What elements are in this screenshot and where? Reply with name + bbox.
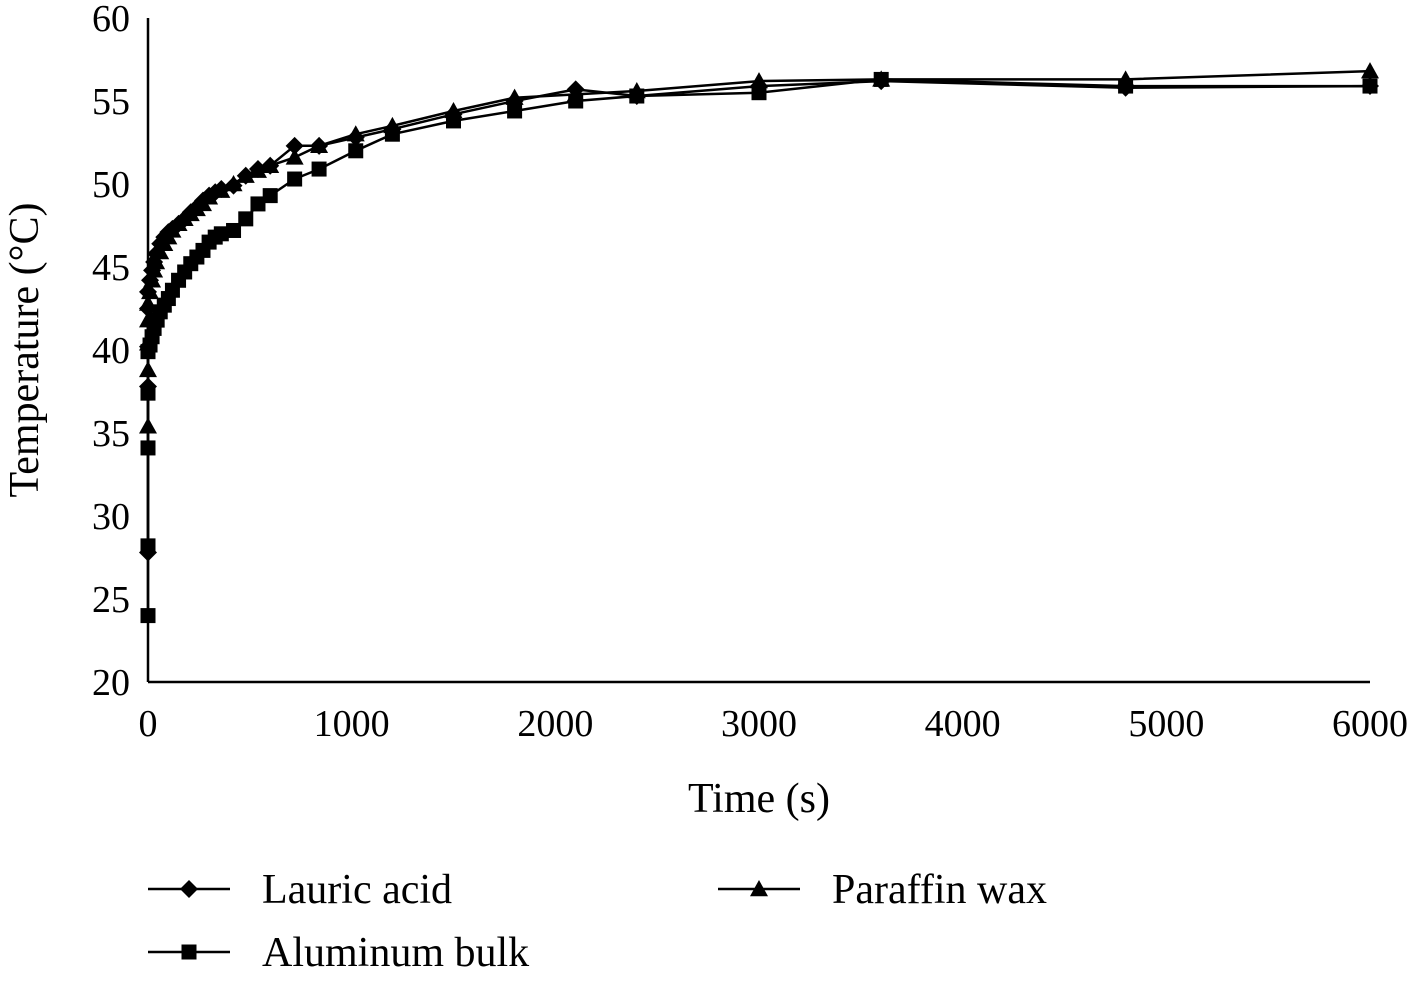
legend-label: Paraffin wax <box>832 867 1047 913</box>
legend-marker-diamond <box>180 880 198 898</box>
y-tick-label: 20 <box>92 662 130 704</box>
data-point-triangle <box>141 282 160 300</box>
data-point-triangle <box>139 360 157 378</box>
series-line <box>146 69 1371 427</box>
data-point-triangle <box>285 148 304 165</box>
legend-item: Lauric acid <box>148 867 452 913</box>
data-point-triangle <box>139 311 157 328</box>
data-point-square <box>140 440 156 456</box>
data-point-triangle <box>139 417 157 434</box>
x-tick-label: 2000 <box>517 703 593 745</box>
data-point-triangle <box>1116 70 1135 87</box>
y-tick-label: 35 <box>92 413 130 455</box>
data-point-triangle <box>872 70 891 87</box>
data-point-square <box>226 222 242 238</box>
data-point-square <box>238 211 254 227</box>
x-tick-label: 4000 <box>925 703 1001 745</box>
x-axis-title: Time (s) <box>688 776 830 822</box>
data-point-square <box>140 538 156 554</box>
data-point-triangle <box>212 181 231 198</box>
data-point-triangle <box>750 72 768 89</box>
legend-item: Paraffin wax <box>718 867 1047 913</box>
data-point-triangle <box>248 161 267 178</box>
data-point-triangle <box>346 125 365 142</box>
series-lauric-acid <box>139 72 1379 562</box>
series-line <box>146 78 1370 616</box>
plot-area <box>139 62 1379 624</box>
data-point-square <box>287 171 303 187</box>
y-tick-label: 30 <box>92 496 130 538</box>
data-point-triangle <box>261 156 280 173</box>
data-point-triangle <box>147 253 166 270</box>
legend-marker-square <box>181 944 197 960</box>
data-point-triangle <box>505 88 524 105</box>
data-point-triangle <box>236 166 255 183</box>
x-tick-label: 0 <box>139 703 158 745</box>
data-point-square <box>213 226 229 242</box>
x-tick-label: 3000 <box>721 703 797 745</box>
data-point-triangle <box>200 188 219 205</box>
y-tick-label: 25 <box>92 579 130 621</box>
y-tick-label: 45 <box>92 247 130 289</box>
legend-marker-triangle <box>750 880 768 897</box>
data-point-triangle <box>627 82 646 99</box>
legend-label: Lauric acid <box>262 867 452 913</box>
x-tick-label: 1000 <box>314 703 390 745</box>
legend: Lauric acid Aluminum bulk Paraffin wax <box>148 867 1047 976</box>
data-point-square <box>751 85 767 101</box>
data-point-square <box>311 161 327 177</box>
data-point-square <box>1362 78 1378 94</box>
data-point-square <box>140 608 156 624</box>
data-point-triangle <box>566 85 585 102</box>
x-tick-label: 5000 <box>1128 703 1204 745</box>
data-point-triangle <box>139 334 157 351</box>
data-point-triangle <box>444 101 463 119</box>
data-point-triangle <box>310 136 329 154</box>
data-point-triangle <box>224 175 243 192</box>
data-point-triangle <box>139 294 157 311</box>
series-line <box>146 79 1371 553</box>
data-point-square <box>262 188 278 204</box>
y-tick-label: 40 <box>92 330 130 372</box>
legend-item: Aluminum bulk <box>148 930 529 976</box>
y-tick-label: 55 <box>92 81 130 123</box>
legend-label: Aluminum bulk <box>262 930 529 976</box>
data-point-triangle <box>151 243 170 260</box>
y-tick-label: 50 <box>92 164 130 206</box>
series-aluminum-bulk <box>140 71 1378 624</box>
data-point-triangle <box>1361 62 1379 79</box>
data-point-triangle <box>145 261 164 278</box>
data-point-triangle <box>143 271 162 288</box>
axes: 20 25 30 35 40 45 50 55 60 0 1000 2000 3000 4000 5000 6… <box>2 0 1408 822</box>
data-point-square <box>250 196 266 212</box>
data-point-diamond <box>285 136 304 155</box>
series-paraffin-wax <box>139 62 1379 434</box>
data-point-square <box>348 143 364 159</box>
data-point-square <box>507 103 523 119</box>
data-point-triangle <box>383 116 402 134</box>
y-axis-title: Temperature (°C) <box>2 203 48 498</box>
x-tick-label: 6000 <box>1332 703 1408 745</box>
y-tick-label: 60 <box>92 0 130 40</box>
